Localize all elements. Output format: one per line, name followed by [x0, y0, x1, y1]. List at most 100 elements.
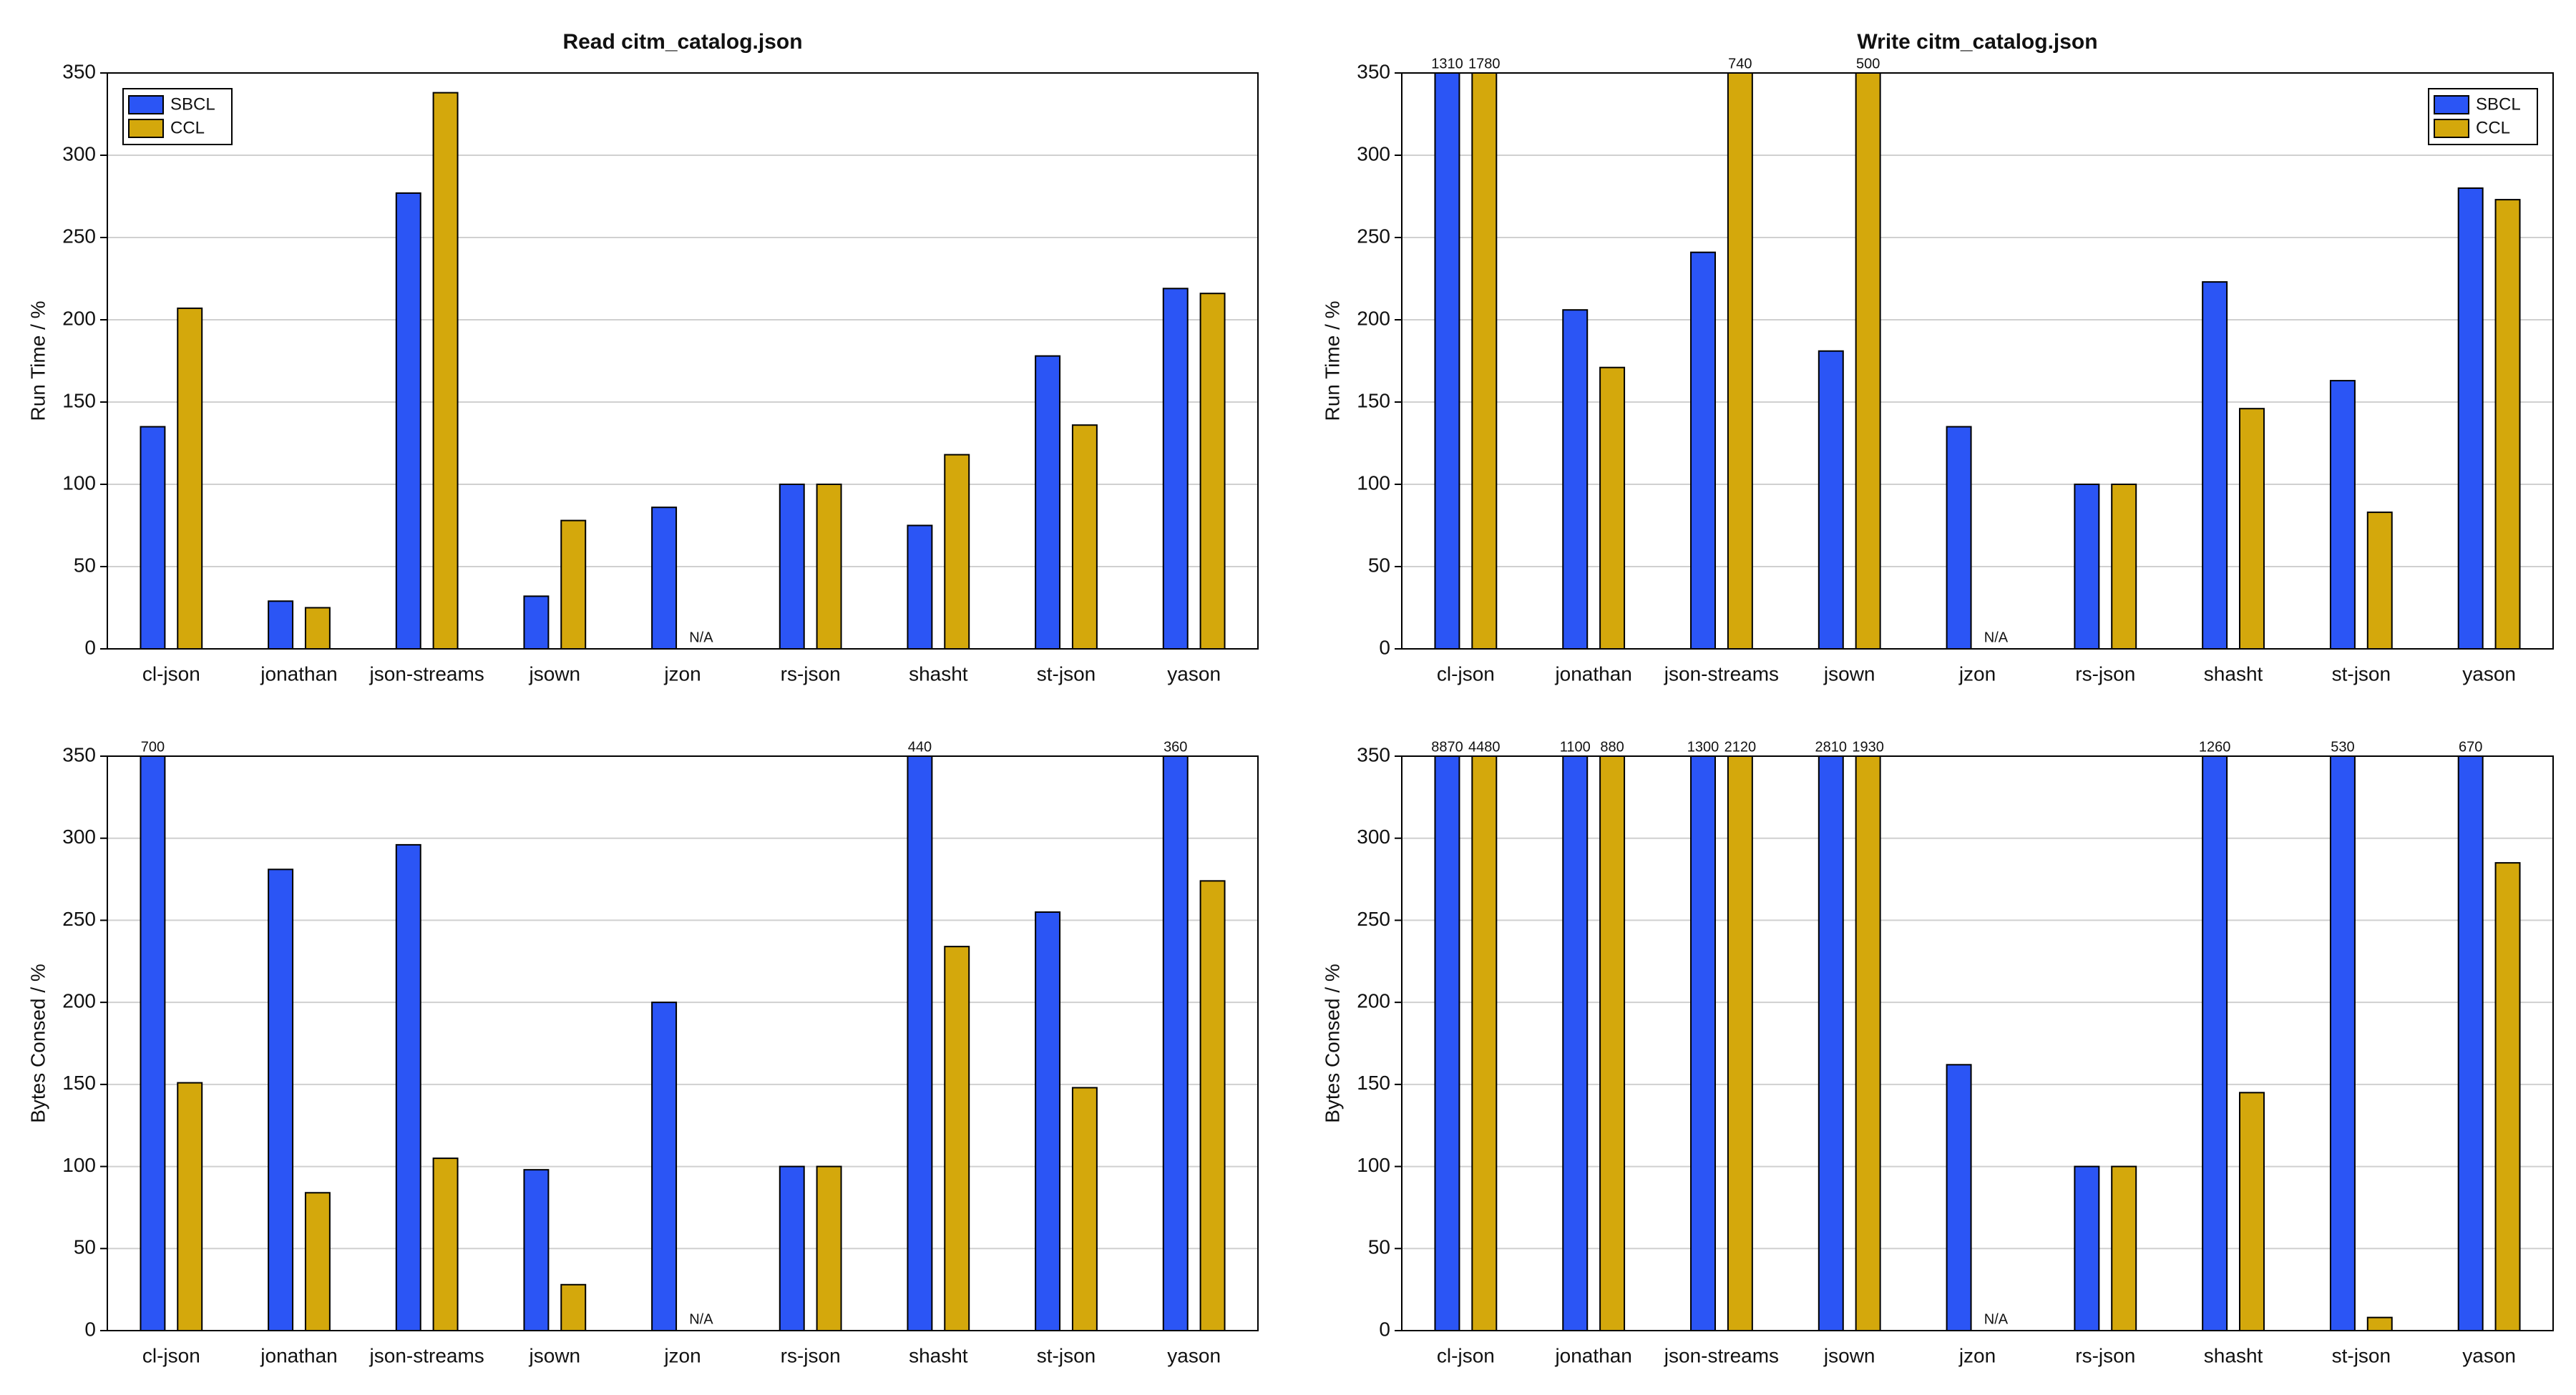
- y-tick-label: 150: [1357, 389, 1390, 411]
- value-label: 2120: [1724, 739, 1757, 755]
- bar: [1599, 756, 1626, 1331]
- y-tick-label: 250: [62, 908, 96, 930]
- value-label: 880: [1600, 739, 1624, 755]
- chart: 0 50 100 150 200 250 300 350 cl-json 1310 1780 jona…: [1321, 30, 2554, 685]
- x-tick-label: jsown: [529, 662, 581, 685]
- bar: [779, 1165, 805, 1331]
- value-label: 2810: [1815, 739, 1848, 755]
- bar: [523, 1169, 550, 1331]
- x-tick-label: json-streams: [369, 1344, 484, 1366]
- x-tick-label: yason: [2462, 662, 2516, 685]
- y-axis-label: Run Time / %: [1321, 300, 1343, 421]
- bar: [395, 843, 421, 1331]
- bar: [2074, 1165, 2100, 1331]
- bar: [1471, 73, 1498, 649]
- x-tick-label: yason: [1167, 1344, 1221, 1366]
- bar: [779, 484, 805, 649]
- y-tick-label: 0: [84, 1318, 96, 1340]
- bar: [2329, 756, 2356, 1331]
- plot-frame: [107, 72, 1259, 650]
- legend-label: CCL: [170, 118, 205, 137]
- bar: [1562, 309, 1589, 649]
- value-label: 8870: [1431, 739, 1463, 755]
- plot-frame: [1401, 72, 2554, 650]
- bars: [140, 756, 1226, 1331]
- bar: [432, 1157, 459, 1331]
- bar: [1035, 911, 1061, 1331]
- y-tick-label: 300: [62, 142, 96, 165]
- value-label: N/A: [689, 1311, 713, 1327]
- bar: [1818, 350, 1844, 649]
- bar: [2074, 484, 2100, 649]
- value-label: 1780: [1468, 56, 1501, 72]
- value-label: N/A: [689, 630, 713, 645]
- bar: [1434, 756, 1460, 1331]
- bar: [2238, 1092, 2265, 1331]
- y-axis-label: Bytes Consed / %: [1321, 964, 1343, 1123]
- y-tick-label: 300: [1357, 826, 1390, 848]
- x-tick-label: json-streams: [1664, 1344, 1779, 1366]
- x-tick-label: rs-json: [781, 662, 841, 685]
- bar: [395, 192, 421, 649]
- y-tick-label: 200: [62, 990, 96, 1012]
- x-tick-label: jsown: [1823, 662, 1875, 685]
- x-tick-label: jzon: [1958, 1344, 1996, 1366]
- x-tick-label: st-json: [2332, 662, 2391, 685]
- y-tick-label: 100: [1357, 1154, 1390, 1176]
- y-axis-label: Bytes Consed / %: [26, 964, 49, 1123]
- y-tick-label: 50: [74, 1236, 96, 1258]
- bar: [2494, 862, 2521, 1331]
- x-tick-label: jsown: [1823, 1344, 1875, 1366]
- legend-swatch: [2434, 119, 2469, 138]
- bar: [651, 506, 678, 649]
- legend-label: SBCL: [2476, 94, 2521, 114]
- bar: [304, 1192, 331, 1331]
- plot-frame: [1401, 755, 2554, 1331]
- bar: [2366, 1316, 2393, 1331]
- bar: [1162, 288, 1189, 649]
- bars: [140, 92, 1226, 649]
- legend: SBCL CCL: [122, 88, 233, 145]
- bar: [1071, 424, 1098, 649]
- value-label: 670: [2459, 739, 2482, 755]
- value-label: 1310: [1431, 56, 1463, 72]
- y-tick-label: 150: [62, 389, 96, 411]
- bar: [2111, 1165, 2137, 1331]
- y-tick-label: 350: [62, 743, 96, 765]
- bar: [2202, 281, 2228, 649]
- chart-title: Read citm_catalog.json: [562, 30, 802, 54]
- x-tick-label: st-json: [1037, 1344, 1096, 1366]
- y-tick-label: 50: [1368, 1236, 1390, 1258]
- y-tick-label: 200: [62, 307, 96, 329]
- y-tick-label: 100: [62, 471, 96, 494]
- bar: [177, 307, 203, 649]
- value-label: 1260: [2199, 739, 2231, 755]
- value-label: 1930: [1852, 739, 1884, 755]
- x-tick-label: st-json: [2332, 1344, 2391, 1366]
- bars: [1434, 73, 2521, 649]
- value-label: 4480: [1468, 739, 1501, 755]
- bar: [1471, 756, 1498, 1331]
- bar: [2238, 408, 2265, 649]
- bar: [1690, 756, 1717, 1331]
- legend-swatch: [128, 95, 164, 114]
- bar: [432, 92, 459, 649]
- bar: [1855, 73, 1881, 649]
- x-tick-label: yason: [1167, 662, 1221, 685]
- y-tick-label: 0: [1379, 1318, 1390, 1340]
- x-tick-label: st-json: [1037, 662, 1096, 685]
- bar: [304, 607, 331, 649]
- x-tick-label: jonathan: [1554, 662, 1631, 685]
- value-label: 1100: [1560, 739, 1591, 755]
- x-tick-label: jonathan: [260, 662, 337, 685]
- bar: [1162, 756, 1189, 1331]
- bar: [177, 1082, 203, 1331]
- y-tick-label: 0: [84, 636, 96, 658]
- bar: [560, 1283, 587, 1331]
- bar: [816, 484, 842, 649]
- y-axis-label: Run Time / %: [26, 300, 49, 421]
- bar: [907, 524, 933, 649]
- x-tick-label: jsown: [529, 1344, 581, 1366]
- bar: [1946, 1064, 1972, 1331]
